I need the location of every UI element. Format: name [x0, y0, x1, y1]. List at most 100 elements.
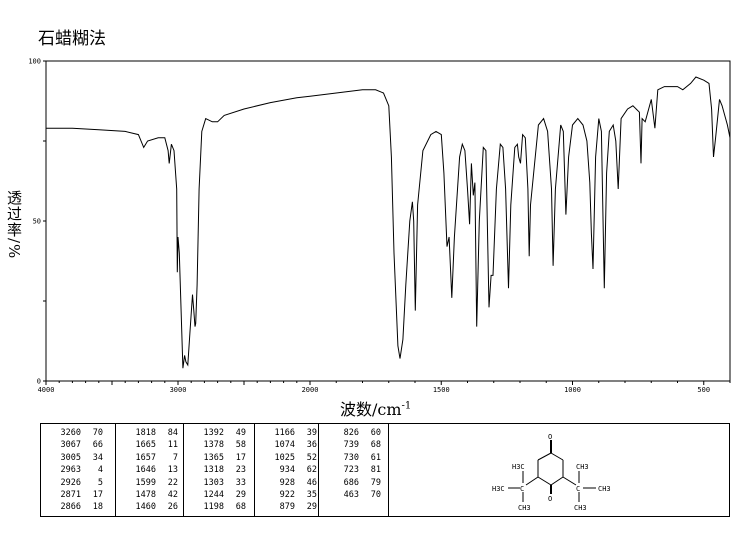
peak-wavenumber: 879: [279, 502, 295, 513]
peak-transmittance: 36: [306, 440, 317, 451]
peak-wavenumber: 1244: [203, 490, 224, 501]
peak-wavenumber: 463: [343, 490, 359, 501]
peak-transmittance: 46: [306, 477, 317, 488]
peak-wavenumber: 723: [343, 465, 359, 476]
peak-row: 1318 23: [190, 464, 254, 476]
peak-row: 3005 34: [47, 452, 115, 464]
peak-wavenumber: 3005: [60, 452, 81, 463]
x-tick-label: 3000: [170, 386, 187, 394]
peak-row: 1818 84: [122, 427, 183, 439]
x-axis-label: 波数/cm-1: [340, 396, 411, 420]
peak-transmittance: 4: [97, 465, 103, 476]
peak-wavenumber: 1657: [135, 452, 156, 463]
peak-transmittance: 58: [235, 440, 246, 451]
peak-column: 826 60 739 68 730 61 723 81 686 79 463 70: [319, 424, 389, 516]
peak-row: 1665 11: [122, 439, 183, 451]
peak-wavenumber: 3260: [60, 428, 81, 438]
peak-transmittance: 18: [92, 502, 103, 513]
peak-transmittance: 7: [172, 452, 178, 463]
x-tick-label: 500: [697, 386, 710, 394]
y-axis-label: 透过率/%: [5, 190, 23, 260]
x-tick-label: 4000: [38, 386, 55, 394]
peak-transmittance: 84: [167, 428, 178, 438]
peak-row: 2963 4: [47, 464, 115, 476]
peak-transmittance: 62: [306, 465, 317, 476]
peak-transmittance: 66: [92, 440, 103, 451]
peak-transmittance: 61: [370, 452, 381, 463]
peak-row: 3260 70: [47, 427, 115, 439]
peak-transmittance: 60: [370, 428, 381, 438]
x-tick-label: 1500: [433, 386, 450, 394]
peak-row: 928 46: [261, 477, 318, 489]
peak-row: 686 79: [325, 477, 388, 489]
spectrum-line: [46, 76, 731, 369]
peak-row: 2926 5: [47, 477, 115, 489]
peak-wavenumber: 2963: [60, 465, 81, 476]
peak-row: 1198 68: [190, 501, 254, 513]
peak-row: 730 61: [325, 452, 388, 464]
peak-row: 1657 7: [122, 452, 183, 464]
peak-wavenumber: 1460: [135, 502, 156, 513]
atom-h3c-left: H3C: [492, 485, 505, 493]
peak-transmittance: 70: [370, 490, 381, 501]
peak-wavenumber: 2866: [60, 502, 81, 513]
peak-row: 1303 33: [190, 477, 254, 489]
x-tick-label: 2000: [302, 386, 319, 394]
y-tick-label: 0: [37, 378, 41, 386]
peak-transmittance: 70: [92, 428, 103, 438]
y-tick-label: 50: [33, 218, 41, 226]
peak-transmittance: 52: [306, 452, 317, 463]
peak-wavenumber: 1025: [274, 452, 295, 463]
peak-row: 879 29: [261, 501, 318, 513]
peak-wavenumber: 1599: [135, 477, 156, 488]
peak-transmittance: 26: [167, 502, 178, 513]
peak-wavenumber: 922: [279, 490, 295, 501]
peak-column: 1818 84 1665 11 1657 7 1646 13 1599 22 1478 42 1460 2…: [116, 424, 184, 516]
peak-row: 934 62: [261, 464, 318, 476]
peak-wavenumber: 3067: [60, 440, 81, 451]
peak-wavenumber: 2871: [60, 490, 81, 501]
peak-columns: 3260 70 3067 66 3005 34 2963 4 2926 5 2871 17 2866 18…: [41, 424, 389, 516]
peak-row: 1478 42: [122, 489, 183, 501]
peak-transmittance: 22: [167, 477, 178, 488]
peak-transmittance: 79: [370, 477, 381, 488]
peak-transmittance: 68: [370, 440, 381, 451]
peak-row: 3067 66: [47, 439, 115, 451]
peak-column: 1166 39 1074 36 1025 52 934 62 928 46 922 35 879 29: [255, 424, 319, 516]
peak-row: 1166 39: [261, 427, 318, 439]
peak-row: 1599 22: [122, 477, 183, 489]
structure-box: O O C C H3C H3C CH3 CH3 CH3 CH3: [389, 424, 729, 516]
axis-ticks: 4000 3000 2000 1500 1000 500 0 50 100: [28, 58, 731, 394]
x-axis-label-text: 波数/cm: [340, 400, 402, 419]
peak-wavenumber: 739: [343, 440, 359, 451]
peak-row: 1244 29: [190, 489, 254, 501]
peak-transmittance: 33: [235, 477, 246, 488]
atom-ch3-bottom-right: CH3: [574, 504, 587, 512]
atom-o-bottom: O: [548, 495, 552, 503]
atom-ch3-right: CH3: [598, 485, 611, 493]
peak-wavenumber: 1198: [203, 502, 224, 513]
peak-row: 723 81: [325, 464, 388, 476]
peak-wavenumber: 730: [343, 452, 359, 463]
peak-wavenumber: 1478: [135, 490, 156, 501]
peak-row: 1074 36: [261, 439, 318, 451]
atom-ch3-bottom-left: CH3: [518, 504, 531, 512]
peak-row: 826 60: [325, 427, 388, 439]
peak-transmittance: 5: [97, 477, 103, 488]
peak-transmittance: 13: [167, 465, 178, 476]
peak-transmittance: 17: [92, 490, 103, 501]
peak-row: 1392 49: [190, 427, 254, 439]
peak-wavenumber: 686: [343, 477, 359, 488]
peak-table: 3260 70 3067 66 3005 34 2963 4 2926 5 2871 17 2866 18…: [40, 423, 730, 517]
atom-o-top: O: [548, 433, 552, 441]
peak-row: 1025 52: [261, 452, 318, 464]
peak-transmittance: 42: [167, 490, 178, 501]
peak-column: 1392 49 1378 58 1365 17 1318 23 1303 33 1244 29 1198…: [184, 424, 255, 516]
peak-wavenumber: 1365: [203, 452, 224, 463]
peak-transmittance: 29: [306, 502, 317, 513]
x-axis-label-exponent: -1: [401, 400, 412, 412]
peak-transmittance: 81: [370, 465, 381, 476]
atom-c-right: C: [576, 485, 580, 493]
ir-spectrum-chart: 4000 3000 2000 1500 1000 500 0 50 100: [28, 58, 731, 394]
peak-row: 1460 26: [122, 501, 183, 513]
